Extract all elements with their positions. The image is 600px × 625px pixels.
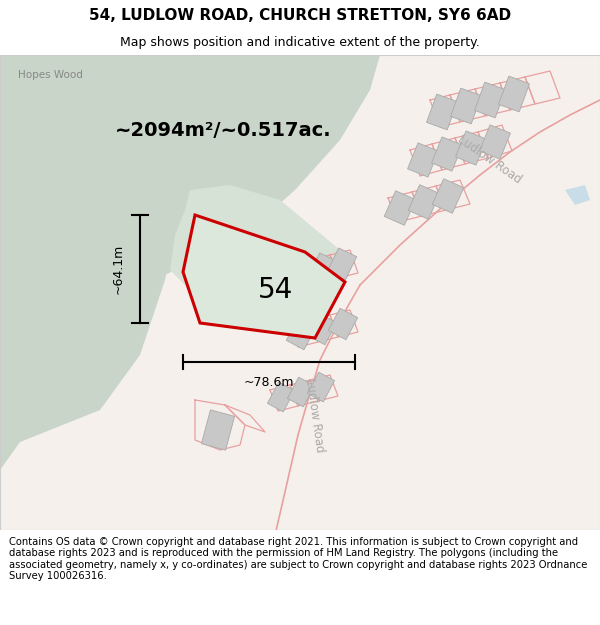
Bar: [286, 318, 316, 350]
Bar: [407, 143, 439, 177]
Bar: [202, 410, 235, 450]
Text: Ludlow Road: Ludlow Road: [304, 377, 326, 453]
Bar: [408, 185, 440, 219]
Text: ~78.6m: ~78.6m: [244, 376, 294, 389]
Bar: [307, 313, 337, 345]
Polygon shape: [565, 185, 590, 205]
Bar: [308, 253, 338, 285]
Text: 54, LUDLOW ROAD, CHURCH STRETTON, SY6 6AD: 54, LUDLOW ROAD, CHURCH STRETTON, SY6 6A…: [89, 8, 511, 23]
Text: Map shows position and indicative extent of the property.: Map shows position and indicative extent…: [120, 36, 480, 49]
Bar: [475, 82, 505, 118]
Polygon shape: [170, 185, 360, 330]
Text: Contains OS data © Crown copyright and database right 2021. This information is : Contains OS data © Crown copyright and d…: [9, 537, 587, 581]
Bar: [432, 179, 464, 213]
Bar: [268, 382, 295, 412]
Polygon shape: [183, 215, 345, 338]
Bar: [455, 131, 487, 165]
Text: ~64.1m: ~64.1m: [112, 244, 125, 294]
Bar: [479, 125, 511, 159]
Bar: [328, 248, 356, 280]
Bar: [328, 308, 358, 340]
Bar: [451, 88, 481, 124]
Text: 54: 54: [257, 276, 293, 304]
Polygon shape: [0, 55, 380, 470]
Bar: [307, 372, 335, 402]
Bar: [287, 377, 314, 407]
Text: ~2094m²/~0.517ac.: ~2094m²/~0.517ac.: [115, 121, 332, 139]
Bar: [427, 94, 457, 130]
Text: Ludlow Road: Ludlow Road: [456, 133, 524, 187]
Bar: [384, 191, 416, 225]
Bar: [431, 137, 463, 171]
Text: Hopes Wood: Hopes Wood: [18, 70, 83, 80]
Polygon shape: [0, 55, 600, 530]
Bar: [499, 76, 529, 112]
